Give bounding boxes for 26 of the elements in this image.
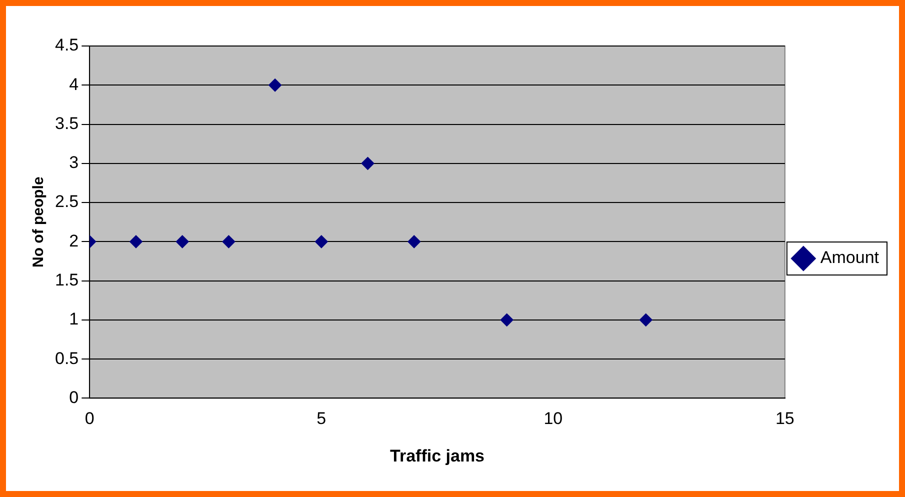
- x-tick-label: 5: [316, 409, 326, 428]
- y-tick-label: 2: [69, 231, 79, 250]
- point: [222, 235, 236, 248]
- y-tick-label: 0.5: [54, 348, 79, 368]
- y-tick-label: 3: [69, 153, 79, 172]
- y-tick-label: 1: [69, 310, 79, 329]
- y-tick-label: 4.5: [54, 36, 79, 55]
- point: [176, 235, 189, 248]
- point: [639, 313, 652, 326]
- point: [408, 235, 421, 248]
- point: [361, 156, 374, 170]
- point: [268, 78, 282, 92]
- y-tick-label: 0: [69, 388, 79, 407]
- point: [314, 235, 328, 248]
- point: [129, 235, 142, 248]
- y-axis-title: No of people: [30, 176, 48, 268]
- y-tick-label: 3.5: [54, 114, 79, 133]
- x-axis-title: Traffic jams: [390, 446, 485, 466]
- y-tick-label: 2.5: [54, 192, 79, 212]
- legend-label: Amount: [820, 248, 880, 268]
- x-tick-label: 0: [84, 409, 94, 428]
- x-tick-label: 10: [544, 409, 563, 428]
- point: [500, 313, 514, 326]
- x-tick-label: 15: [775, 409, 794, 428]
- y-tick-label: 4: [69, 74, 79, 94]
- y-tick-label: 1.5: [54, 270, 79, 290]
